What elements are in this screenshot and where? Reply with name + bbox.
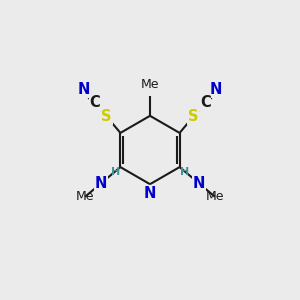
Text: H: H	[111, 167, 120, 177]
Text: C: C	[89, 95, 100, 110]
Text: Me: Me	[206, 190, 224, 203]
Text: H: H	[180, 167, 189, 177]
Text: N: N	[144, 186, 156, 201]
Text: C: C	[200, 95, 211, 110]
Text: N: N	[78, 82, 91, 98]
Text: N: N	[193, 176, 205, 191]
Text: N: N	[95, 176, 107, 191]
Text: S: S	[101, 109, 112, 124]
Text: N: N	[209, 82, 222, 98]
Text: Me: Me	[76, 190, 94, 203]
Text: Me: Me	[141, 78, 159, 91]
Text: S: S	[188, 109, 199, 124]
